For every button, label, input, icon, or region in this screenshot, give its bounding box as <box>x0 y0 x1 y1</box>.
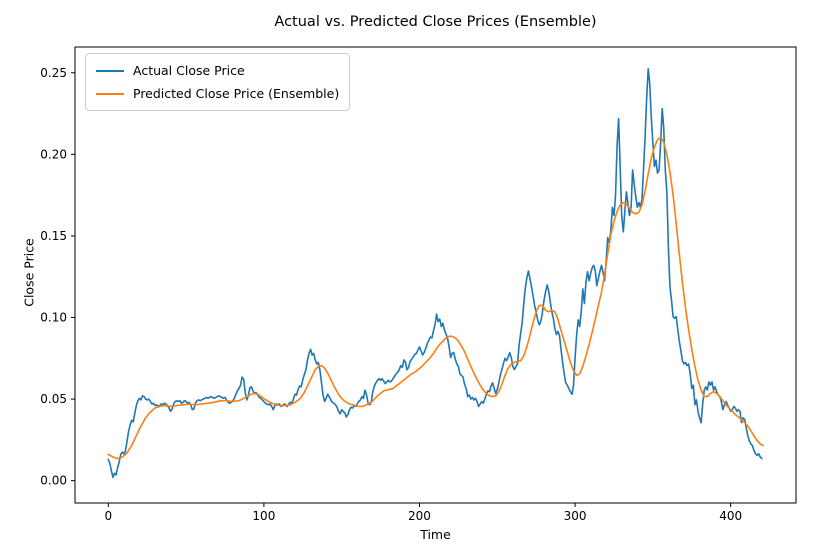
y-tick-label: 0.10 <box>40 311 67 325</box>
x-axis-label: Time <box>420 527 451 542</box>
legend: Actual Close Price Predicted Close Price… <box>85 53 351 111</box>
x-tick-label: 0 <box>104 509 112 523</box>
x-tick-label: 100 <box>252 509 275 523</box>
legend-label-actual: Actual Close Price <box>133 63 245 78</box>
legend-label-predicted: Predicted Close Price (Ensemble) <box>133 86 340 101</box>
legend-item-actual: Actual Close Price <box>96 59 339 82</box>
chart-title: Actual vs. Predicted Close Prices (Ensem… <box>274 14 597 30</box>
y-axis-label: Close Price <box>21 238 37 307</box>
legend-item-predicted: Predicted Close Price (Ensemble) <box>96 82 339 105</box>
y-tick-label: 0.05 <box>40 392 67 406</box>
legend-line-swatch-actual <box>96 69 124 72</box>
y-tick-label: 0.20 <box>40 147 67 161</box>
x-tick-label: 300 <box>564 509 587 523</box>
y-tick-label: 0.15 <box>40 229 67 243</box>
series-line-predicted <box>107 136 765 460</box>
y-tick-label: 0.25 <box>40 66 67 80</box>
series-line-actual <box>107 67 763 479</box>
axes-spines <box>74 46 797 504</box>
x-tick-label: 400 <box>719 509 742 523</box>
y-tick-label: 0.00 <box>40 474 67 488</box>
x-tick-label: 200 <box>408 509 431 523</box>
legend-line-swatch-predicted <box>96 92 124 95</box>
